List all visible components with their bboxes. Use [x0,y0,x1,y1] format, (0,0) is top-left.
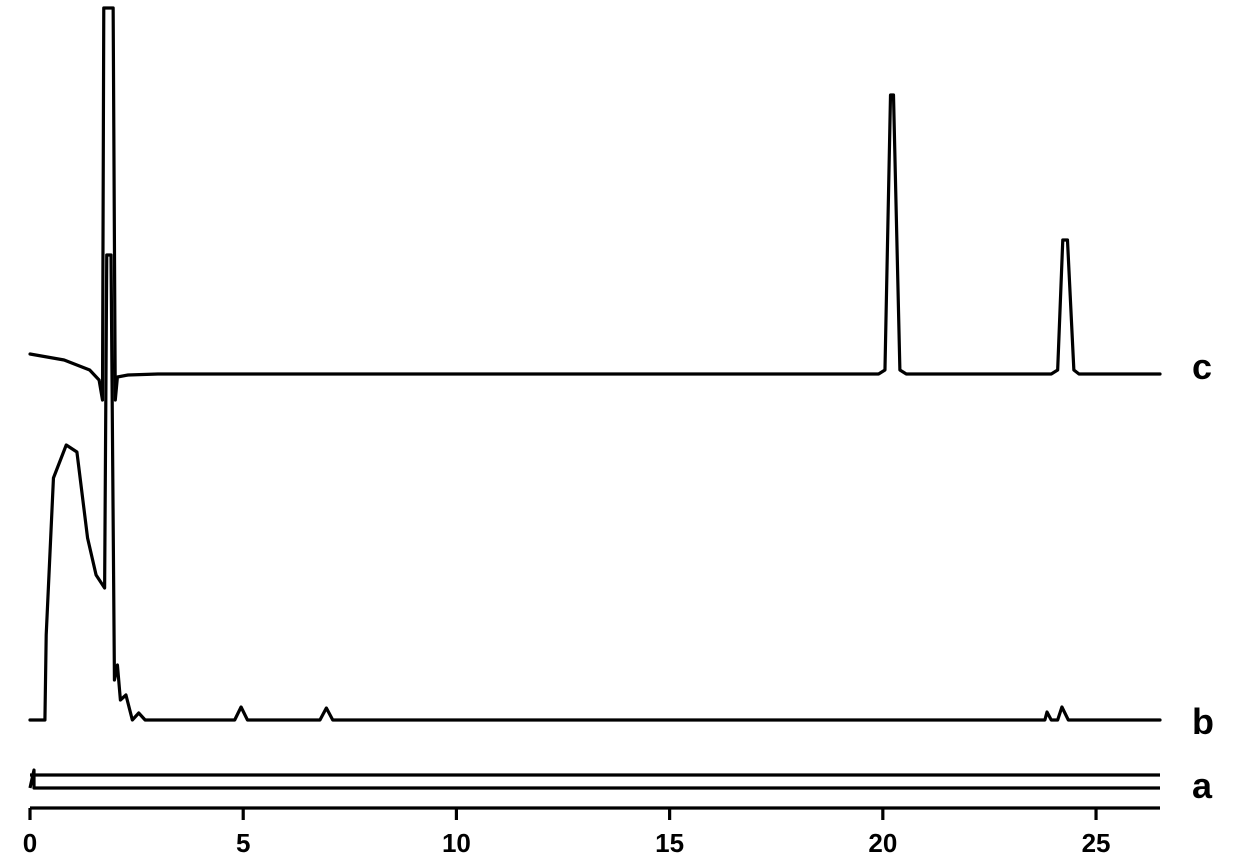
trace-label-c: c [1192,346,1212,387]
svg-text:20: 20 [868,828,897,858]
svg-text:5: 5 [236,828,250,858]
trace-label-a: a [1192,765,1213,806]
svg-text:10: 10 [442,828,471,858]
trace-label-b: b [1192,701,1214,742]
svg-text:25: 25 [1082,828,1111,858]
chromatogram-chart: 0 5 10 15 20 25 ab c [0,0,1240,867]
svg-text:15: 15 [655,828,684,858]
svg-text:0: 0 [23,828,37,858]
